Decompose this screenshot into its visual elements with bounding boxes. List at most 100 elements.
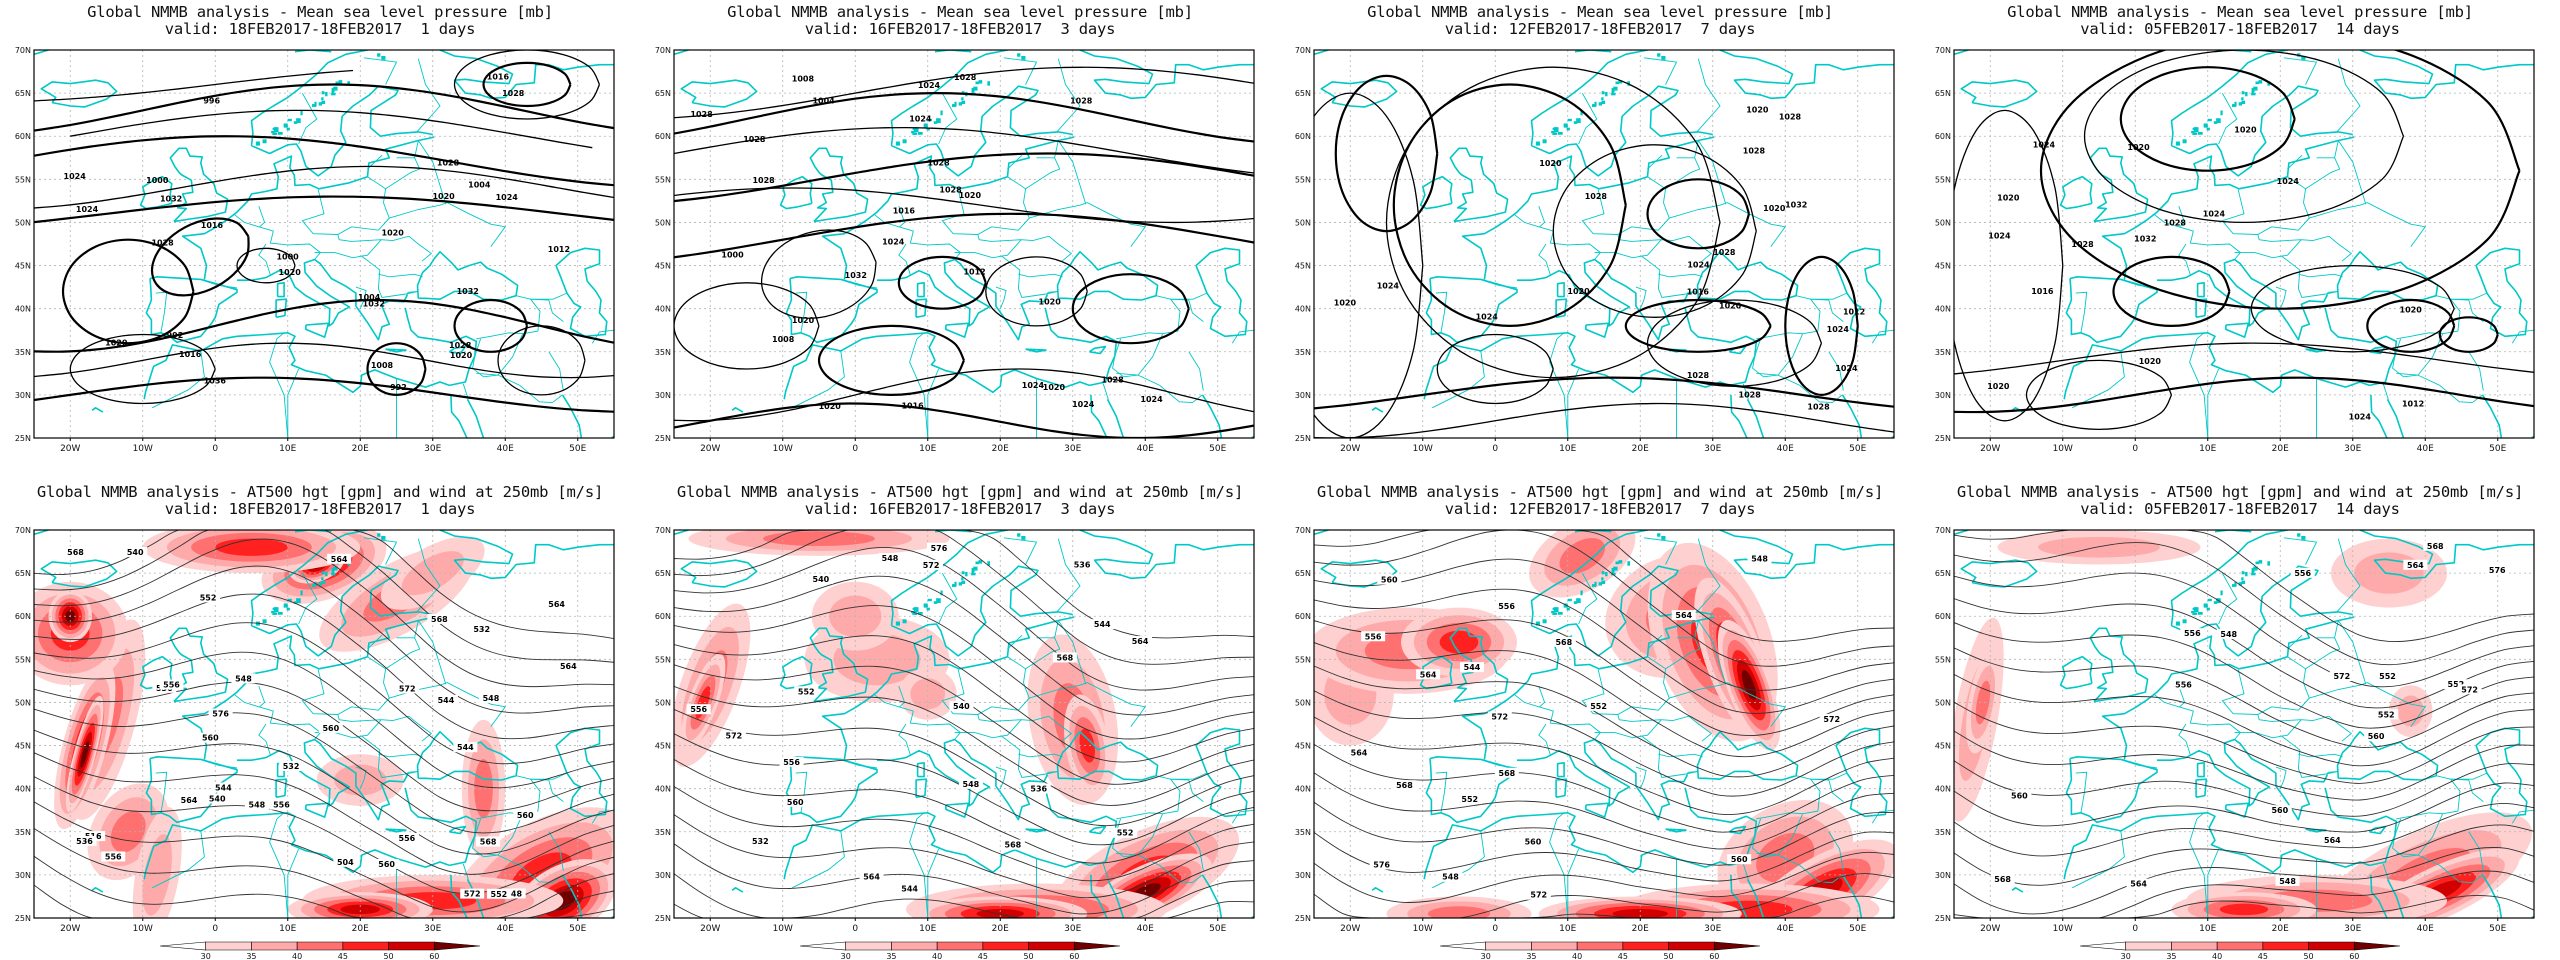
plot-frame [33, 49, 615, 439]
contour-label: 1020 [1763, 204, 1786, 213]
lat-tick-label: 45N [1935, 742, 1951, 751]
colorbar-tick-label: 40 [1572, 952, 1582, 960]
contour-label: 564 [1675, 611, 1692, 620]
graticule [674, 50, 1254, 438]
mslp-panel-7days: 1016 1012 1020 1024 1028 1028 1032 1028 1024 1028… [1280, 0, 1920, 480]
contour-label: 1028 [2071, 240, 2094, 249]
contour-label: 560 [1381, 576, 1398, 585]
contour-label: 1012 [548, 245, 570, 254]
title-line: Global NMMB analysis - AT500 hgt [gpm] a… [676, 483, 1244, 501]
lat-tick-label: 55N [1295, 175, 1311, 184]
contour-label: 568 [1057, 653, 1074, 662]
contour-label: 540 [953, 702, 970, 711]
contour-label: 540 [813, 575, 830, 584]
valid-line: valid: 05FEB2017-18FEB2017 14 days [2080, 20, 2400, 38]
colorbar-tick-label: 40 [932, 952, 942, 960]
contour-label: 572 [2461, 685, 2478, 694]
plot-frame [1953, 529, 2535, 919]
mslp-map: 1016101210201024102810281032102810241028… [1295, 46, 1895, 454]
lon-tick-label: 30E [1704, 444, 1721, 454]
contour-label: 1020 [2234, 126, 2257, 135]
mslp-map: 1008 1024 1012 1000 1004 1008 1016 1016 1020 1020… [655, 46, 1255, 454]
contour-label: 576 [212, 710, 229, 719]
panel-title: Global NMMB analysis - Mean sea level pr… [1280, 4, 1920, 38]
lat-tick-label: 25N [1295, 434, 1311, 443]
lat-tick-label: 40N [655, 305, 671, 314]
lat-tick-label: 45N [1295, 262, 1311, 271]
colorbar-swatch [982, 941, 1029, 951]
colorbar-tick-label: 60 [2349, 952, 2359, 960]
contour-label: 548 [235, 674, 252, 683]
contour-label: 576 [2489, 566, 2506, 575]
lon-tick-label: 10W [133, 924, 153, 934]
lat-tick-label: 45N [1935, 262, 1951, 271]
contour-label: 568 [431, 615, 448, 624]
colorbar-swatch [1485, 941, 1532, 951]
lon-tick-label: 20W [60, 444, 80, 454]
lat-tick-label: 60N [1935, 612, 1951, 621]
plot-frame [673, 529, 1255, 919]
colorbar-tick-label: 45 [2258, 952, 2268, 960]
contour-label: 536 [1074, 560, 1091, 569]
contour-label: 564 [2324, 836, 2341, 845]
lon-tick-label: 10E [1559, 444, 1576, 454]
lon-tick-label: 40E [2417, 924, 2434, 934]
contours [1314, 530, 1894, 918]
contour-label: 1012 [1843, 308, 1865, 317]
lat-tick-label: 60N [15, 132, 31, 141]
lat-tick-label: 55N [15, 175, 31, 184]
contour-label: 1024 [918, 81, 941, 90]
contour-label: 1016 [901, 402, 924, 411]
colorbar-swatch [2079, 941, 2127, 951]
lon-tick-label: 30E [2344, 924, 2361, 934]
contour-label: 572 [1530, 891, 1547, 900]
plot-frame [1953, 49, 2535, 439]
lon-tick-label: 10E [919, 924, 936, 934]
lat-tick-label: 40N [1935, 305, 1951, 314]
contour-labels: 532 536 540 544 548 552 556 560 564 568 572 576 536 5… [686, 542, 1153, 894]
lon-tick-label: 20W [1980, 924, 2000, 934]
mslp-panel-14days: 1028 1032 1024 1012 1016 1028 1020 1024 1024 1024… [1920, 0, 2560, 480]
lon-tick-label: 50E [2489, 924, 2506, 934]
lon-tick-label: 20E [992, 444, 1009, 454]
colorbar-tick-label: 45 [1618, 952, 1628, 960]
colorbar-swatch [1668, 941, 1715, 951]
colorbar-tick-label: 30 [201, 952, 211, 960]
lat-tick-label: 50N [1935, 698, 1951, 707]
contour-label: 568 [1396, 781, 1413, 790]
lat-tick-label: 70N [1295, 526, 1311, 535]
contour-label: 544 [215, 784, 232, 793]
lon-tick-label: 30E [1064, 924, 1081, 934]
contour-label: 1032 [2134, 234, 2156, 243]
contour-label: 544 [1094, 620, 1111, 629]
lat-tick-label: 55N [655, 175, 671, 184]
lon-tick-label: 20E [1632, 444, 1649, 454]
contour-label: 556 [783, 758, 800, 767]
z500-map: 548 552 556 560 564 568 572 576 560 564 568 572 544 5… [1295, 526, 1895, 960]
contour-label: 1024 [1072, 400, 1095, 409]
contour-label: 548 [2220, 630, 2237, 639]
colorbar-tick-label: 50 [383, 952, 393, 960]
plot-frame [1313, 529, 1895, 919]
colorbar-swatch [388, 941, 435, 951]
contour-label: 1020 [959, 191, 982, 200]
contour-label: 1024 [2277, 177, 2300, 186]
contour-label: 1020 [1567, 287, 1590, 296]
lat-tick-label: 40N [1295, 305, 1311, 314]
contour-label: 1020 [1043, 383, 1066, 392]
contour-label: 1016 [893, 207, 916, 216]
lat-tick-label: 55N [1935, 655, 1951, 664]
contour-label: 1020 [2139, 357, 2162, 366]
lat-tick-label: 65N [15, 89, 31, 98]
contour-label: 532 [473, 625, 490, 634]
colorbar-swatch [2125, 941, 2172, 951]
contour-labels: 548 552 556 560 564 568 572 576 560 564 568 572 544 5… [1347, 553, 1844, 900]
contour-label: 556 [399, 834, 416, 843]
z500-wind-panel-3days: 532 536 540 544 548 552 556 560 564 568 572 576 536 5… [640, 480, 1280, 960]
contour-label: 560 [1731, 855, 1748, 864]
contour-label: 564 [2407, 561, 2424, 570]
country-borders [2071, 537, 2534, 918]
lat-tick-label: 70N [1295, 46, 1311, 55]
lat-tick-label: 40N [15, 785, 31, 794]
contour-label: 1024 [76, 205, 99, 214]
